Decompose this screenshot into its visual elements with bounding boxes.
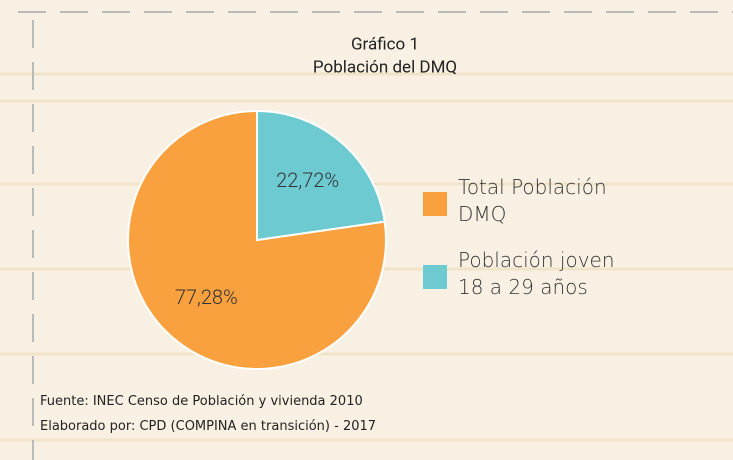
author-note: Elaborado por: CPD (COMPINA en transició… [40,419,377,434]
legend-swatch [423,192,447,216]
pie-slice [127,109,387,370]
chart-subtitle: Población del DMQ [313,57,457,77]
chart-title: Gráfico 1 [351,34,419,54]
legend-swatch [423,265,447,289]
data-label: 77,28% [175,285,238,309]
pie-slice [256,109,386,242]
source-note: Fuente: INEC Censo de Población y vivien… [40,394,363,409]
data-label: 22,72% [276,168,339,192]
legend-label: Población joven 18 a 29 años [458,248,615,299]
legend-label: Total Población DMQ [458,175,607,226]
